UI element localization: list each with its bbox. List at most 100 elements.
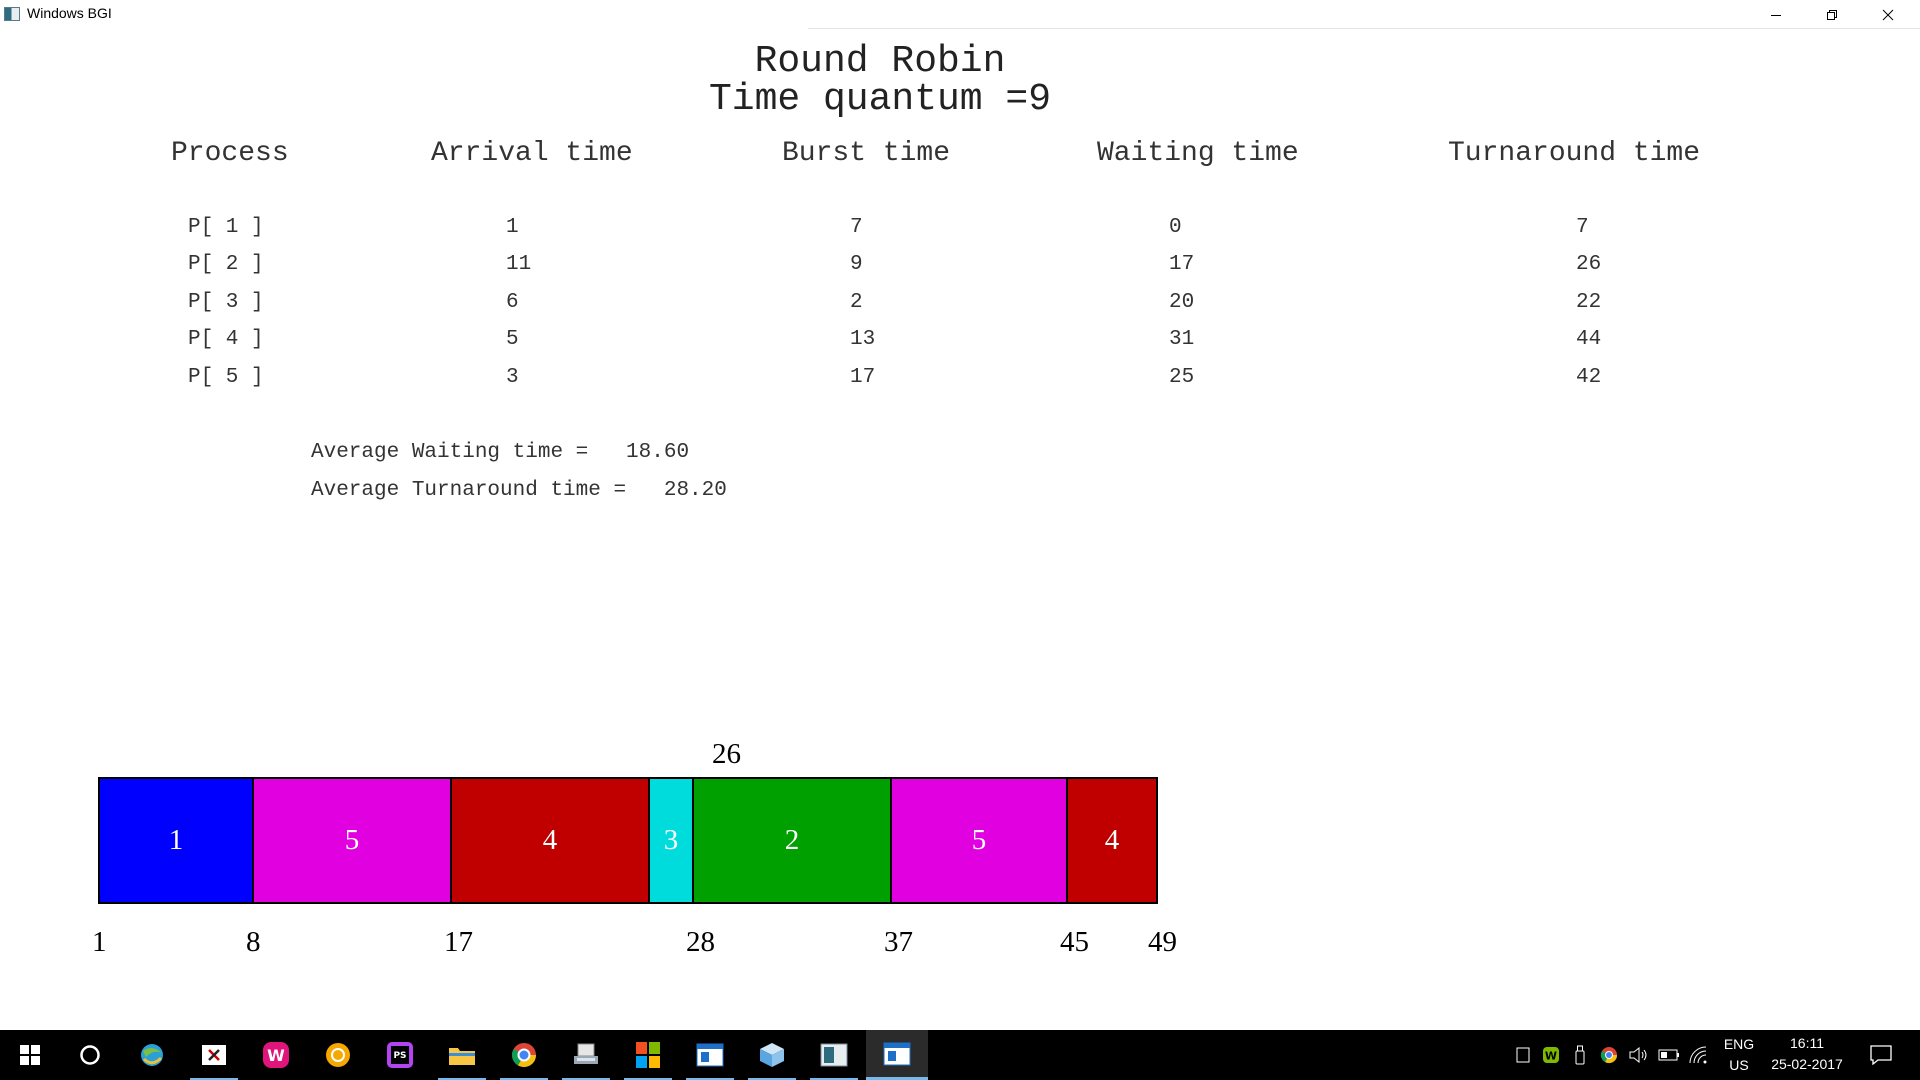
chrome-tray-icon <box>1600 1047 1618 1064</box>
titlebar-divider <box>808 28 1920 29</box>
chrome-icon <box>511 1043 536 1068</box>
taskbar-circle-app[interactable] <box>308 1030 368 1080</box>
table-cell: 6 <box>506 291 519 314</box>
table-cell: P[ 5 ] <box>188 366 264 389</box>
cortana-icon <box>80 1045 100 1065</box>
column-header-waiting: Waiting time <box>1097 138 1299 169</box>
file-explorer-icon <box>449 1048 475 1065</box>
battery-icon <box>1658 1049 1679 1061</box>
taskbar-window-app[interactable] <box>680 1030 740 1080</box>
table-cell: 0 <box>1169 216 1182 239</box>
table-cell: P[ 1 ] <box>188 216 264 239</box>
page-title: Round Robin <box>754 40 1006 83</box>
gantt-block-5: 2 <box>694 779 892 902</box>
clock[interactable]: 16:11 25-02-2017 <box>1762 1033 1852 1075</box>
taskbar-phpstorm[interactable]: PS <box>370 1030 430 1080</box>
table-cell: 2 <box>850 291 863 314</box>
gantt-tick-label: 37 <box>884 926 913 958</box>
gantt-tick-label: 17 <box>444 926 473 958</box>
windows-logo-icon <box>636 1042 660 1068</box>
clock-time: 16:11 <box>1790 1035 1824 1051</box>
taskbar-x-app[interactable] <box>184 1030 244 1080</box>
restore-button[interactable] <box>1804 0 1860 29</box>
taskbar-cube-app[interactable] <box>742 1030 802 1080</box>
taskbar-image-app[interactable] <box>804 1030 864 1080</box>
gantt-block-7: 4 <box>1068 779 1156 902</box>
table-cell: 44 <box>1576 328 1602 351</box>
average-turnaround-time: Average Turnaround time = 28.20 <box>311 479 727 502</box>
region-label: US <box>1729 1057 1749 1073</box>
app-icon <box>4 7 20 21</box>
gantt-block-3: 4 <box>452 779 650 902</box>
notification-icon <box>1870 1045 1892 1065</box>
svg-text:W: W <box>267 1046 285 1065</box>
minimize-button[interactable] <box>1748 0 1804 29</box>
table-cell: P[ 3 ] <box>188 291 264 314</box>
x-app-icon <box>202 1045 226 1065</box>
wifi-icon <box>1689 1046 1707 1064</box>
svg-text:W: W <box>1545 1050 1557 1063</box>
taskbar-file-explorer[interactable] <box>432 1030 492 1080</box>
svg-text:PS: PS <box>393 1051 406 1061</box>
tray-usb[interactable] <box>1568 1030 1592 1080</box>
table-cell: 7 <box>1576 216 1589 239</box>
gantt-tick-label: 49 <box>1148 926 1177 958</box>
gantt-top-tick: 26 <box>712 738 741 770</box>
cortana-button[interactable] <box>60 1030 120 1080</box>
window-titlebar[interactable]: Windows BGI <box>0 0 1920 29</box>
circle-app-icon <box>326 1043 350 1067</box>
taskbar-windows-app[interactable] <box>618 1030 678 1080</box>
gantt-tick-label: 45 <box>1060 926 1089 958</box>
browser-icon <box>141 1044 163 1066</box>
gantt-tick-label: 1 <box>92 926 107 958</box>
gantt-tick-label: 8 <box>246 926 261 958</box>
restore-icon <box>1827 9 1837 20</box>
tray-chrome[interactable] <box>1596 1030 1622 1080</box>
tray-wifi[interactable] <box>1686 1030 1712 1080</box>
minimize-icon <box>1771 14 1781 16</box>
taskbar-chrome[interactable] <box>494 1030 554 1080</box>
taskbar-bgi-window[interactable] <box>866 1030 928 1080</box>
gantt-block-1: 1 <box>100 779 254 902</box>
language-label: ENG <box>1723 1036 1755 1052</box>
table-cell: 31 <box>1169 328 1195 351</box>
taskbar-wamp[interactable]: W <box>246 1030 306 1080</box>
column-header-turnaround: Turnaround time <box>1448 138 1701 169</box>
tray-tablet[interactable] <box>1512 1030 1534 1080</box>
cube-icon <box>760 1043 784 1067</box>
action-center-button[interactable] <box>1862 1030 1900 1080</box>
scanner-icon <box>574 1043 598 1064</box>
taskbar-scanner[interactable] <box>556 1030 616 1080</box>
language-indicator[interactable]: ENG US <box>1718 1034 1760 1076</box>
start-button[interactable] <box>0 1030 60 1080</box>
average-waiting-time: Average Waiting time = 18.60 <box>311 441 690 464</box>
windows-start-icon <box>20 1045 40 1065</box>
window-title: Windows BGI <box>27 5 112 21</box>
time-quantum-label: Time quantum =9 <box>708 78 1052 121</box>
gantt-block-2: 5 <box>254 779 452 902</box>
table-cell: 1 <box>506 216 519 239</box>
table-cell: 20 <box>1169 291 1195 314</box>
table-cell: 11 <box>506 253 532 276</box>
tray-battery[interactable] <box>1656 1030 1682 1080</box>
tray-wamp[interactable]: W <box>1538 1030 1564 1080</box>
gantt-block-4: 3 <box>650 779 694 902</box>
image-app-icon <box>820 1043 848 1067</box>
close-icon <box>1882 9 1894 20</box>
gantt-block-6: 5 <box>892 779 1068 902</box>
tray-volume[interactable] <box>1626 1030 1652 1080</box>
table-cell: P[ 4 ] <box>188 328 264 351</box>
column-header-burst: Burst time <box>782 138 951 169</box>
close-button[interactable] <box>1860 0 1916 29</box>
table-cell: 22 <box>1576 291 1602 314</box>
taskbar-browser[interactable] <box>122 1030 182 1080</box>
column-header-process: Process <box>171 138 289 169</box>
bgi-window-icon <box>883 1042 911 1065</box>
table-cell: 5 <box>506 328 519 351</box>
table-cell: 25 <box>1169 366 1195 389</box>
wamp-icon: W <box>263 1042 289 1068</box>
table-cell: 9 <box>850 253 863 276</box>
wamp-tray-icon: W <box>1543 1047 1559 1063</box>
phpstorm-icon: PS <box>387 1042 413 1068</box>
table-cell: 13 <box>850 328 876 351</box>
